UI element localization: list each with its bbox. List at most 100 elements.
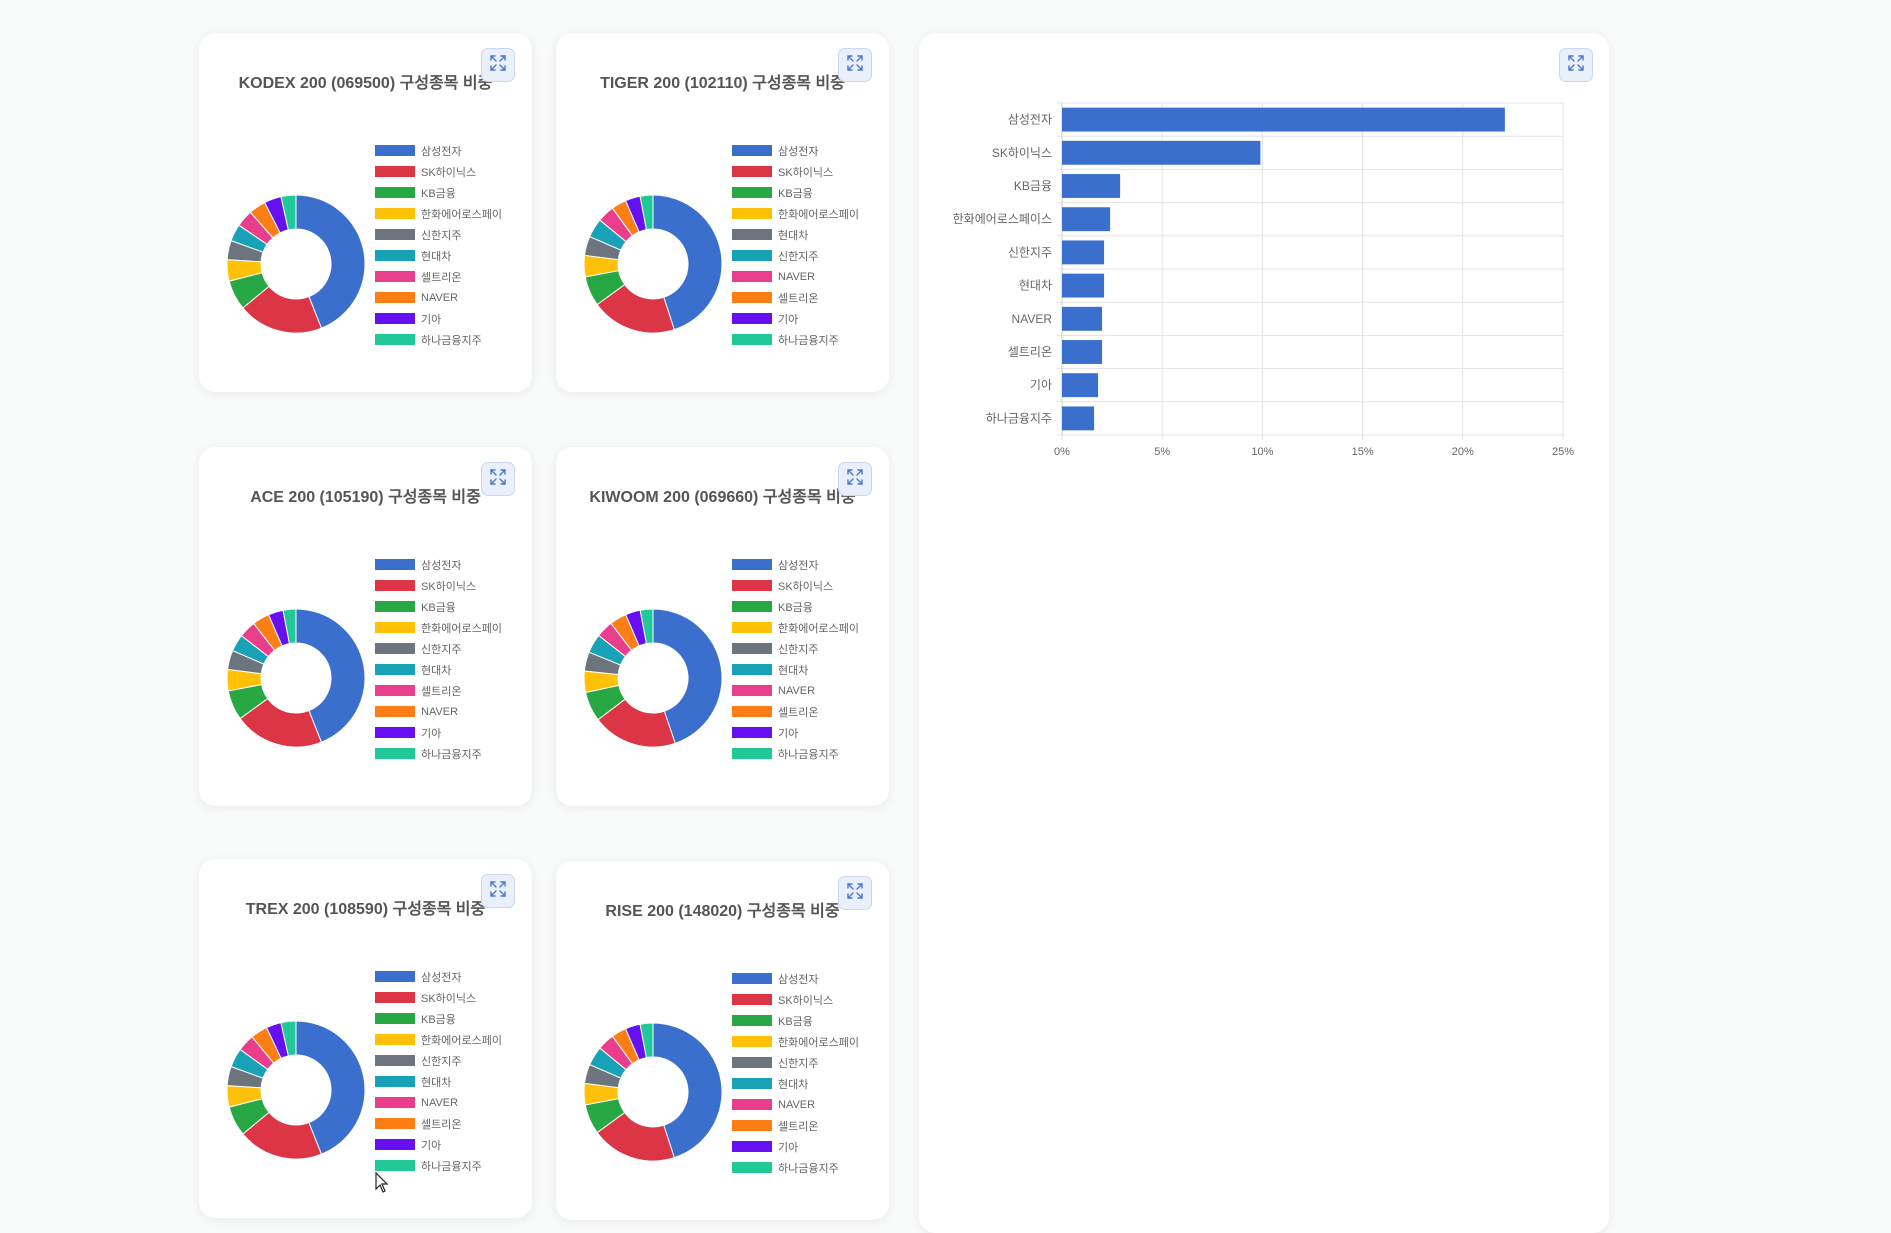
- legend-label: 셀트리온: [421, 1118, 462, 1131]
- legend-item[interactable]: 하나금융지주: [375, 329, 502, 350]
- legend-item[interactable]: NAVER: [732, 266, 859, 287]
- legend-item[interactable]: KB금융: [732, 596, 859, 617]
- legend-swatch: [375, 1076, 415, 1087]
- legend-item[interactable]: 하나금융지주: [732, 743, 859, 764]
- legend-item[interactable]: 신한지주: [732, 245, 859, 266]
- bar[interactable]: [1062, 240, 1105, 265]
- legend-label: 신한지주: [421, 1055, 462, 1068]
- expand-arrows-icon: [845, 467, 865, 492]
- y-tick-label: 셀트리온: [1008, 345, 1052, 359]
- legend-item[interactable]: 현대차: [375, 245, 502, 266]
- donut-slice-1: [652, 1022, 723, 1159]
- legend-swatch: [375, 1118, 415, 1129]
- legend-item[interactable]: 현대차: [732, 224, 859, 245]
- legend-item[interactable]: 하나금융지주: [375, 743, 502, 764]
- legend-item[interactable]: 기아: [732, 308, 859, 329]
- legend-item[interactable]: 하나금융지주: [732, 1157, 859, 1178]
- legend-item[interactable]: 셀트리온: [732, 287, 859, 308]
- legend-item[interactable]: 신한지주: [375, 1050, 502, 1071]
- legend-item[interactable]: SK하이닉스: [375, 575, 502, 596]
- bar[interactable]: [1062, 340, 1103, 364]
- x-tick-label: 25%: [1552, 446, 1574, 458]
- legend-item[interactable]: 신한지주: [732, 1052, 859, 1073]
- legend-item[interactable]: 셀트리온: [732, 1115, 859, 1136]
- legend-item[interactable]: 기아: [375, 722, 502, 743]
- legend-item[interactable]: KB금융: [375, 182, 502, 203]
- donut-card-tiger: TIGER 200 (102110) 구성종목 비중 삼성전자 SK하이닉스 KB금…: [556, 33, 889, 392]
- legend-item[interactable]: 셀트리온: [375, 266, 502, 287]
- legend-swatch: [375, 187, 415, 198]
- legend-swatch: [732, 580, 772, 591]
- legend-item[interactable]: 기아: [732, 1136, 859, 1157]
- bar[interactable]: [1062, 273, 1105, 298]
- expand-button[interactable]: [1559, 48, 1593, 82]
- legend-item[interactable]: 삼성전자: [375, 140, 502, 161]
- legend-item[interactable]: 셀트리온: [375, 1113, 502, 1134]
- legend-item[interactable]: SK하이닉스: [375, 161, 502, 182]
- expand-button[interactable]: [838, 876, 872, 910]
- bar[interactable]: [1062, 140, 1261, 165]
- legend-item[interactable]: 한화에어로스페이: [375, 617, 502, 638]
- legend-item[interactable]: 신한지주: [375, 638, 502, 659]
- legend-swatch: [732, 748, 772, 759]
- legend-swatch: [375, 271, 415, 282]
- expand-button[interactable]: [481, 462, 515, 496]
- legend-label: NAVER: [421, 705, 459, 718]
- legend-item[interactable]: 삼성전자: [375, 966, 502, 987]
- legend-item[interactable]: 현대차: [732, 659, 859, 680]
- bar[interactable]: [1062, 373, 1099, 398]
- legend-item[interactable]: 현대차: [375, 1071, 502, 1092]
- legend-item[interactable]: 기아: [375, 1134, 502, 1155]
- legend-item[interactable]: 셀트리온: [732, 701, 859, 722]
- legend-label: 하나금융지주: [421, 1160, 482, 1173]
- expand-button[interactable]: [838, 462, 872, 496]
- legend-item[interactable]: KB금융: [375, 596, 502, 617]
- legend-swatch: [732, 1162, 772, 1173]
- legend-item[interactable]: 삼성전자: [375, 554, 502, 575]
- legend-item[interactable]: 한화에어로스페이: [732, 617, 859, 638]
- legend-item[interactable]: KB금융: [375, 1008, 502, 1029]
- legend-item[interactable]: 기아: [375, 308, 502, 329]
- legend-item[interactable]: 한화에어로스페이: [375, 203, 502, 224]
- legend-label: SK하이닉스: [778, 166, 834, 179]
- legend-item[interactable]: KB금융: [732, 1010, 859, 1031]
- expand-button[interactable]: [481, 48, 515, 82]
- bar[interactable]: [1062, 207, 1111, 232]
- legend-item[interactable]: 삼성전자: [732, 554, 859, 575]
- legend-item[interactable]: 신한지주: [375, 224, 502, 245]
- legend-item[interactable]: 한화에어로스페이: [732, 203, 859, 224]
- x-tick-label: 20%: [1452, 446, 1474, 458]
- expand-button[interactable]: [838, 48, 872, 82]
- bar[interactable]: [1062, 107, 1505, 132]
- legend-swatch: [375, 145, 415, 156]
- legend-item[interactable]: SK하이닉스: [375, 987, 502, 1008]
- legend-label: NAVER: [421, 1096, 459, 1109]
- legend-item[interactable]: NAVER: [375, 701, 502, 722]
- bar[interactable]: [1062, 174, 1121, 198]
- legend-item[interactable]: 현대차: [375, 659, 502, 680]
- donut-chart: [226, 1020, 366, 1160]
- legend-item[interactable]: 한화에어로스페이: [732, 1031, 859, 1052]
- bar[interactable]: [1062, 406, 1095, 431]
- legend-item[interactable]: 신한지주: [732, 638, 859, 659]
- bar[interactable]: [1062, 306, 1103, 331]
- legend-item[interactable]: NAVER: [732, 1094, 859, 1115]
- legend-item[interactable]: 하나금융지주: [375, 1155, 502, 1176]
- legend-label: 셀트리온: [421, 271, 462, 284]
- legend-item[interactable]: KB금융: [732, 182, 859, 203]
- legend-item[interactable]: 삼성전자: [732, 968, 859, 989]
- legend-item[interactable]: 삼성전자: [732, 140, 859, 161]
- legend-item[interactable]: 셀트리온: [375, 680, 502, 701]
- expand-button[interactable]: [481, 874, 515, 908]
- legend-item[interactable]: NAVER: [375, 287, 502, 308]
- donut-slice-1: [652, 608, 723, 744]
- legend-item[interactable]: SK하이닉스: [732, 575, 859, 596]
- legend-item[interactable]: 현대차: [732, 1073, 859, 1094]
- legend-item[interactable]: NAVER: [732, 680, 859, 701]
- legend-item[interactable]: SK하이닉스: [732, 989, 859, 1010]
- legend-item[interactable]: 하나금융지주: [732, 329, 859, 350]
- legend-item[interactable]: NAVER: [375, 1092, 502, 1113]
- legend-item[interactable]: SK하이닉스: [732, 161, 859, 182]
- legend-item[interactable]: 기아: [732, 722, 859, 743]
- legend-item[interactable]: 한화에어로스페이: [375, 1029, 502, 1050]
